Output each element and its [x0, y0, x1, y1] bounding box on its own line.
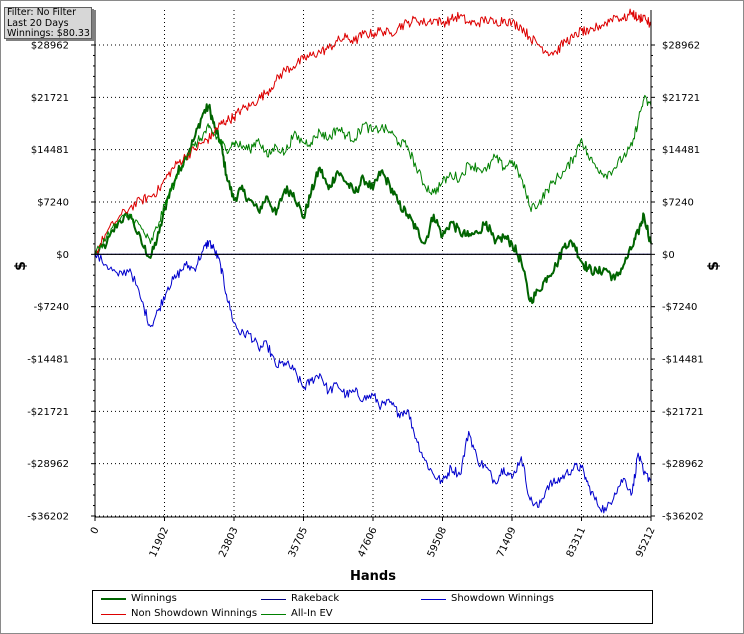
series-line-all-in-ev — [94, 94, 652, 255]
y-tick-label-left: $28962 — [31, 41, 69, 52]
x-tick-label: 11902 — [148, 526, 171, 559]
y-tick-label-right: $28962 — [662, 41, 700, 52]
legend-label-winnings: Winnings — [131, 593, 177, 604]
y-tick-label-left: $21721 — [31, 93, 69, 104]
legend-label-rakeback: Rakeback — [291, 593, 340, 604]
y-tick-label-left: -$36202 — [27, 512, 69, 523]
chart-legend: Winnings Rakeback Showdown Winnings Non … — [92, 590, 653, 624]
x-tick-label: 47606 — [356, 526, 379, 559]
date-range-label: Last 20 Days — [7, 17, 69, 29]
x-tick-label: 35705 — [287, 526, 310, 559]
y-tick-label-left: $7240 — [37, 198, 69, 209]
series-line-winnings — [94, 103, 652, 305]
legend-label-showdown: Showdown Winnings — [451, 593, 554, 604]
x-tick-label: 0 — [89, 526, 102, 536]
x-tick-label: 59508 — [426, 526, 449, 559]
x-axis-title: Hands — [350, 569, 396, 584]
x-tick-label: 95212 — [634, 526, 657, 559]
y-tick-label-right: -$21721 — [662, 407, 704, 418]
y-tick-label-left: -$28962 — [27, 459, 69, 470]
filter-label: Filter: No Filter — [7, 7, 77, 18]
filter-info-box: Filter: No Filter Last 20 Days Winnings:… — [4, 7, 92, 39]
legend-label-all-in-ev: All-In EV — [291, 608, 333, 619]
legend-swatch-winnings — [101, 598, 126, 600]
legend-swatch-non-showdown — [101, 614, 126, 615]
y-tick-label-right: $7240 — [662, 198, 694, 209]
series-line-non-showdown-winnings — [94, 8, 652, 255]
y-tick-label-left: $14481 — [31, 145, 69, 156]
legend-swatch-all-in-ev — [261, 614, 286, 615]
y-tick-label-left: -$14481 — [27, 355, 69, 366]
y-tick-label-right: -$36202 — [662, 512, 704, 523]
y-tick-label-right: -$28962 — [662, 459, 704, 470]
y-tick-label-right: -$7240 — [662, 302, 697, 313]
legend-label-non-showdown: Non Showdown Winnings — [131, 608, 258, 619]
x-tick-label: 83311 — [565, 526, 588, 559]
x-tick-label: 71409 — [495, 526, 518, 559]
legend-swatch-rakeback — [261, 599, 286, 600]
y-tick-label-right: $21721 — [662, 93, 700, 104]
x-tick-label: 23803 — [217, 526, 240, 559]
y-tick-label-left: -$7240 — [34, 302, 69, 313]
y-axis-title-left: $ — [13, 261, 29, 271]
winnings-summary: Winnings: $80.33 — [7, 28, 90, 39]
y-tick-label-right: $14481 — [662, 145, 700, 156]
y-tick-label-right: $0 — [662, 250, 675, 261]
y-tick-label-left: -$21721 — [27, 407, 69, 418]
y-tick-label-left: $0 — [56, 250, 69, 261]
legend-swatch-showdown — [421, 599, 446, 600]
y-axis-title-right: $ — [706, 261, 722, 271]
y-tick-label-right: -$14481 — [662, 355, 704, 366]
